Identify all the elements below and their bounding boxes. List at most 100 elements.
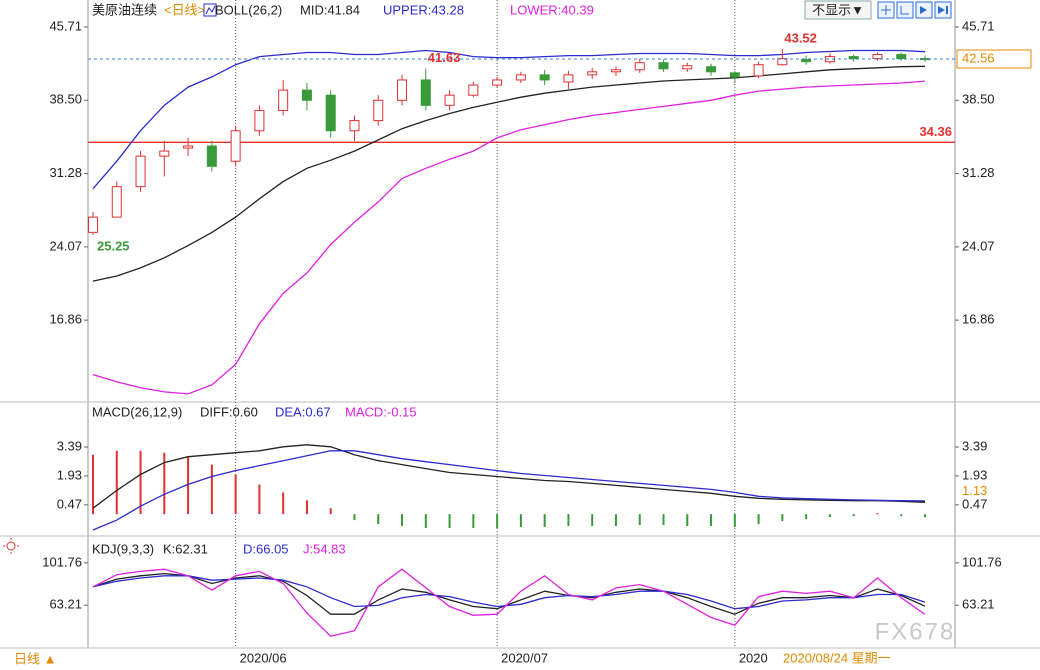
macd-bar (329, 508, 332, 515)
candle-body (610, 69, 621, 73)
candle-body (325, 94, 336, 132)
legend-entry: K:62.31 (163, 541, 208, 556)
candle-body (492, 79, 503, 86)
icon (881, 5, 891, 15)
legend-entry: DEA:0.67 (275, 404, 331, 419)
legend-entry: UPPER:43.28 (383, 2, 464, 17)
candle-body (563, 74, 574, 83)
candle-body (278, 89, 289, 111)
macd-bar (210, 464, 213, 515)
y-tick-label: 45.71 (49, 18, 82, 33)
macd-bar (187, 456, 190, 515)
candle-body (848, 56, 859, 60)
indicator-line (92, 450, 926, 531)
legend-entry: MID:41.84 (300, 2, 360, 17)
macd-bar (519, 514, 522, 528)
watermark: FX678 (875, 618, 956, 645)
macd-bar (828, 514, 831, 518)
y-tick-label: 1.93 (57, 467, 82, 482)
candle-body (658, 62, 669, 70)
macd-bar (424, 514, 427, 529)
y-tick-label: 38.50 (49, 92, 82, 107)
legend-entry: DIFF:0.60 (200, 404, 258, 419)
period-footer[interactable]: 日线 ▲ (14, 651, 56, 666)
candle-body (753, 64, 764, 77)
hide-button-label: 不显示▼ (812, 2, 864, 17)
legend-entry: D:66.05 (243, 541, 289, 556)
y-tick-label-right: 1.93 (962, 467, 987, 482)
macd-bar (638, 514, 641, 526)
y-tick-label-right: 16.86 (962, 312, 995, 327)
candle-body (896, 54, 907, 60)
macd-bar (258, 484, 261, 515)
high-label: 43.52 (784, 31, 817, 46)
macd-bar (305, 500, 308, 515)
icon (920, 6, 927, 14)
candle-body (254, 109, 265, 132)
macd-bar (733, 514, 736, 528)
macd-bar (900, 514, 903, 517)
macd-bar (496, 514, 499, 529)
candle-body (373, 99, 384, 122)
candle-body (634, 62, 645, 71)
y-tick-label: 3.39 (57, 438, 82, 453)
instrument-title: 美原油连续 (92, 2, 157, 17)
cursor-date: 2020/08/24 星期一 (783, 650, 891, 665)
legend-entry: BOLL(26,2) (215, 2, 282, 17)
indicator-line (92, 65, 926, 282)
y-tick-label-right: 45.71 (962, 18, 995, 33)
indicator-icon (205, 5, 216, 15)
candle-body (349, 120, 360, 132)
macd-bar (92, 454, 94, 515)
macd-bar (401, 514, 404, 527)
macd-bar (852, 514, 855, 517)
y-tick-label: 0.47 (57, 496, 82, 511)
candle-body (397, 79, 408, 101)
candle-body (729, 72, 740, 78)
candle-body (111, 186, 122, 218)
support-label: 34.36 (919, 124, 952, 139)
y-tick-label: 63.21 (49, 597, 82, 612)
macd-bar (591, 514, 594, 527)
macd-bar (448, 514, 451, 529)
candle-body (587, 71, 598, 76)
legend-entry: LOWER:40.39 (510, 2, 594, 17)
y-tick-label-right: 31.28 (962, 165, 995, 180)
macd-bar (924, 514, 926, 518)
restore-button[interactable] (896, 1, 914, 19)
icon (6, 541, 16, 551)
indicator-icon (203, 3, 217, 17)
period-label[interactable]: <日线> (164, 2, 205, 17)
y-tick-label-right: 101.76 (962, 554, 1002, 569)
macd-bar (710, 514, 713, 527)
candle-body (444, 94, 455, 106)
y-tick-label: 101.76 (42, 554, 82, 569)
legend-entry: J:54.83 (303, 541, 346, 556)
macd-bar (757, 514, 760, 525)
hide-button[interactable] (804, 0, 872, 20)
candle-body (159, 150, 170, 157)
y-tick-label-right: 38.50 (962, 92, 995, 107)
y-tick-label: 24.07 (49, 238, 82, 253)
candle-body (515, 74, 526, 81)
legend-entry: KDJ(9,3,3) (92, 541, 154, 556)
axis-marker-label: 1.13 (962, 483, 987, 498)
x-tick-label: 2020/07 (501, 650, 548, 665)
icon (938, 6, 948, 14)
icon (3, 538, 19, 554)
candle-body (88, 216, 98, 233)
candle-body (539, 74, 550, 81)
candle-body (183, 145, 194, 149)
candle-body (682, 65, 693, 70)
macd-bar (377, 514, 380, 525)
icon (900, 6, 909, 15)
macd-bar (282, 492, 285, 515)
x-tick-label: 2020/06 (240, 650, 287, 665)
high-label: 41.63 (428, 50, 461, 65)
macd-bar (472, 514, 475, 529)
candle-body (301, 89, 312, 101)
macd-bar (876, 513, 879, 515)
x-tick-label: 2020 (739, 650, 768, 665)
